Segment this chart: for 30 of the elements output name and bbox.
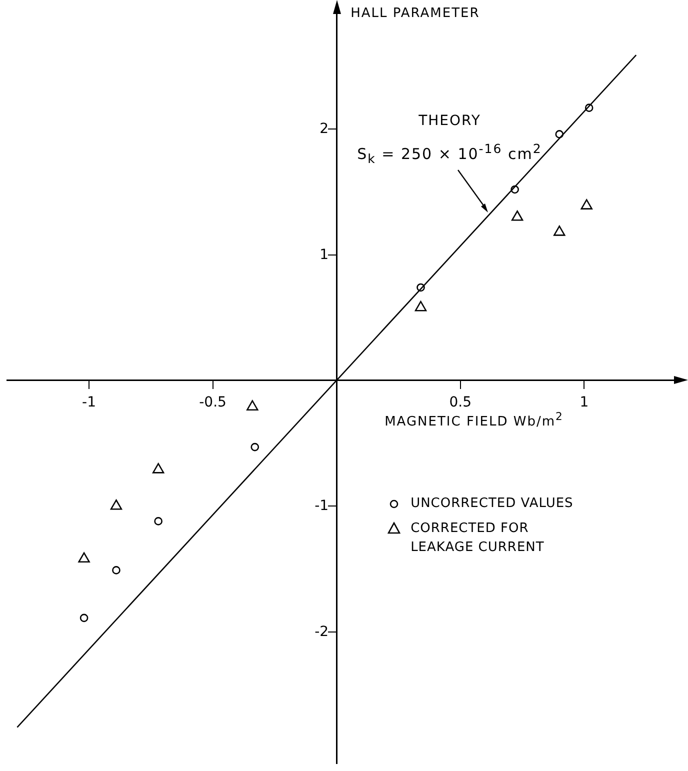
- point: [414, 300, 427, 312]
- legend-label: UNCORRECTED VALUES: [410, 495, 574, 514]
- point: [580, 199, 592, 210]
- point: [511, 210, 524, 221]
- legend-label: CORRECTED FOR LEAKAGE CURRENT: [410, 520, 546, 558]
- x-axis-title: MAGNETIC FIELD Wb/m$^{2}$: [384, 410, 564, 430]
- x-tick-label: -0.5: [199, 394, 226, 411]
- annotation: S$_{k}$ = 250 × 10$^{-16}$ cm$^{2}$: [357, 140, 542, 166]
- y-tick-label: -2: [314, 624, 329, 640]
- point: [80, 614, 88, 622]
- annotation: THEORY: [418, 112, 481, 129]
- x-tick-label: -1: [82, 394, 96, 411]
- point: [110, 499, 122, 510]
- x-tick-label: 0.5: [449, 394, 472, 411]
- point: [554, 226, 566, 236]
- point: [584, 104, 594, 112]
- y-tick-label: 2: [320, 121, 328, 138]
- y-tick-label: -1: [314, 498, 329, 514]
- point: [78, 552, 90, 563]
- point: [152, 463, 164, 474]
- y-axis-title: HALL PARAMETER: [350, 6, 480, 21]
- point: [555, 130, 564, 138]
- y-tick-label: 1: [320, 246, 328, 263]
- point: [250, 442, 260, 452]
- point: [154, 517, 162, 526]
- point: [510, 185, 519, 194]
- point: [246, 400, 258, 411]
- point: [416, 283, 425, 292]
- point: [112, 566, 120, 574]
- x-tick-label: 1: [580, 394, 589, 411]
